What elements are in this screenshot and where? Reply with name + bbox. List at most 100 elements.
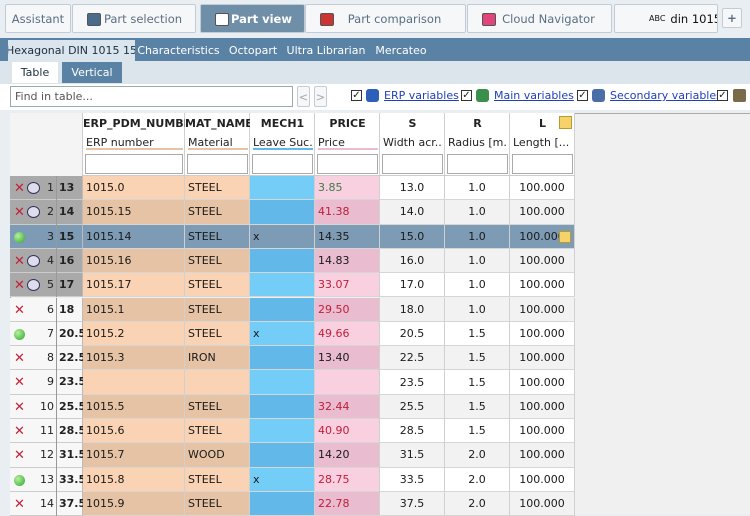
- table-cell[interactable]: 2.0: [445, 491, 510, 516]
- sub-tab[interactable]: Octopart: [228, 44, 278, 57]
- table-cell[interactable]: 1.5: [445, 370, 510, 395]
- sub-tab[interactable]: Ultra Librarian: [286, 44, 366, 57]
- table-cell[interactable]: 31.5: [380, 443, 445, 468]
- table-cell[interactable]: [250, 346, 315, 371]
- table-cell[interactable]: 100.000: [510, 394, 575, 419]
- table-cell[interactable]: x: [250, 224, 315, 249]
- table-cell[interactable]: 28.75: [315, 467, 380, 492]
- table-cell[interactable]: STEEL: [185, 176, 250, 201]
- table-cell[interactable]: 3.85: [315, 176, 380, 201]
- table-cell[interactable]: 18.0: [380, 297, 445, 322]
- table-cell[interactable]: STEEL: [185, 297, 250, 322]
- table-cell[interactable]: 33.07: [315, 273, 380, 298]
- table-cell[interactable]: 1015.1: [83, 297, 185, 322]
- column-filter[interactable]: [447, 154, 508, 174]
- table-cell[interactable]: 1.0: [445, 176, 510, 201]
- table-cell[interactable]: 100.000: [510, 273, 575, 298]
- table-cell[interactable]: STEEL: [185, 394, 250, 419]
- table-cell[interactable]: 100.000: [510, 467, 575, 492]
- table-cell[interactable]: 1015.16: [83, 248, 185, 274]
- toggle-link[interactable]: Secondary variables: [610, 89, 720, 102]
- view-tab[interactable]: Vertical: [62, 62, 122, 83]
- table-cell[interactable]: 20.5: [380, 321, 445, 347]
- table-cell[interactable]: 14.0: [380, 200, 445, 225]
- table-cell[interactable]: 1.5: [445, 394, 510, 419]
- table-cell[interactable]: 2.0: [445, 443, 510, 468]
- table-cell[interactable]: 22.5: [380, 346, 445, 371]
- table-cell[interactable]: 40.90: [315, 419, 380, 444]
- table-cell[interactable]: [250, 297, 315, 322]
- table-cell[interactable]: 14.83: [315, 248, 380, 274]
- table-cell[interactable]: WOOD: [185, 443, 250, 468]
- table-cell[interactable]: [83, 370, 185, 395]
- table-cell[interactable]: 17.0: [380, 273, 445, 298]
- table-cell[interactable]: 1015.14: [83, 224, 185, 249]
- table-cell[interactable]: [250, 443, 315, 468]
- table-cell[interactable]: STEEL: [185, 248, 250, 274]
- table-cell[interactable]: STEEL: [185, 419, 250, 444]
- table-cell[interactable]: 1.0: [445, 297, 510, 322]
- table-cell[interactable]: 1015.8: [83, 467, 185, 492]
- table-cell[interactable]: 1015.15: [83, 200, 185, 225]
- table-cell[interactable]: 1.0: [445, 224, 510, 249]
- table-cell[interactable]: STEEL: [185, 321, 250, 347]
- table-cell[interactable]: 100.000: [510, 443, 575, 468]
- sub-tab[interactable]: Mercateo: [375, 44, 427, 57]
- main-tab[interactable]: Part view: [200, 4, 305, 33]
- table-cell[interactable]: 1015.7: [83, 443, 185, 468]
- table-cell[interactable]: 1015.17: [83, 273, 185, 298]
- table-cell[interactable]: 100.000: [510, 370, 575, 395]
- table-cell[interactable]: 1015.6: [83, 419, 185, 444]
- table-cell[interactable]: [250, 370, 315, 395]
- table-cell[interactable]: 25.5: [380, 394, 445, 419]
- table-cell[interactable]: 100.000: [510, 297, 575, 322]
- table-cell[interactable]: 1015.0: [83, 176, 185, 201]
- table-cell[interactable]: [315, 370, 380, 395]
- table-cell[interactable]: 23.5: [380, 370, 445, 395]
- main-tab[interactable]: Part comparison: [305, 4, 466, 33]
- toggle-link[interactable]: ERP variables: [384, 89, 459, 102]
- table-cell[interactable]: STEEL: [185, 467, 250, 492]
- table-cell[interactable]: x: [250, 467, 315, 492]
- add-tab-button[interactable]: +: [722, 8, 742, 28]
- table-cell[interactable]: 37.5: [380, 491, 445, 516]
- table-cell[interactable]: STEEL: [185, 491, 250, 516]
- table-cell[interactable]: 100.000: [510, 346, 575, 371]
- main-tab[interactable]: Assistant: [5, 4, 71, 33]
- table-cell[interactable]: 13.40: [315, 346, 380, 371]
- column-filter[interactable]: [317, 154, 378, 174]
- table-cell[interactable]: 100.000: [510, 419, 575, 444]
- table-cell[interactable]: 1015.5: [83, 394, 185, 419]
- checkbox[interactable]: ✓: [577, 90, 588, 101]
- table-cell[interactable]: 1.0: [445, 273, 510, 298]
- table-cell[interactable]: [250, 176, 315, 201]
- table-cell[interactable]: 1.0: [445, 200, 510, 225]
- table-cell[interactable]: [250, 200, 315, 225]
- table-cell[interactable]: 22.78: [315, 491, 380, 516]
- table-cell[interactable]: 1.5: [445, 346, 510, 371]
- table-cell[interactable]: [250, 491, 315, 516]
- sub-tab[interactable]: Characteristics: [137, 44, 220, 57]
- table-cell[interactable]: 1015.9: [83, 491, 185, 516]
- search-box[interactable]: ABC din 1015: [614, 4, 718, 33]
- table-cell[interactable]: [185, 370, 250, 395]
- table-cell[interactable]: STEEL: [185, 200, 250, 225]
- table-cell[interactable]: 15.0: [380, 224, 445, 249]
- table-cell[interactable]: [250, 273, 315, 298]
- table-cell[interactable]: 100.000: [510, 176, 575, 201]
- table-cell[interactable]: 14.35: [315, 224, 380, 249]
- table-cell[interactable]: 33.5: [380, 467, 445, 492]
- column-filter[interactable]: [85, 154, 183, 174]
- table-cell[interactable]: 2.0: [445, 467, 510, 492]
- table-cell[interactable]: 41.38: [315, 200, 380, 225]
- table-cell[interactable]: 14.20: [315, 443, 380, 468]
- table-cell[interactable]: 100.000: [510, 321, 575, 347]
- table-cell[interactable]: 13.0: [380, 176, 445, 201]
- checkbox[interactable]: ✓: [717, 90, 728, 101]
- column-filter[interactable]: [512, 154, 573, 174]
- table-cell[interactable]: 1.5: [445, 419, 510, 444]
- table-cell[interactable]: 100.000: [510, 491, 575, 516]
- find-input[interactable]: Find in table...: [10, 86, 293, 107]
- prev-button[interactable]: <: [297, 86, 310, 107]
- table-cell[interactable]: IRON: [185, 346, 250, 371]
